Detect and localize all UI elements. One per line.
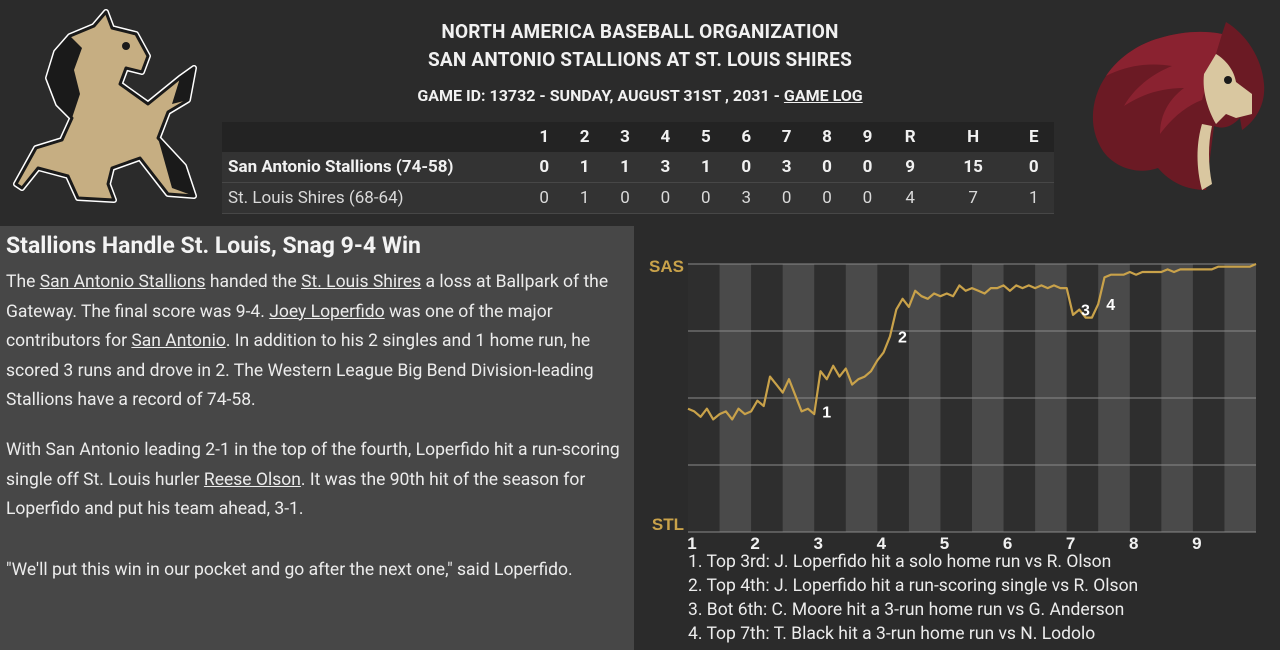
linescore-header-4: 4 [660,127,671,147]
inning-tick-label: 1 [687,534,696,553]
inning-tick-label: 7 [1066,534,1075,553]
linescore-team-name[interactable]: San Antonio Stallions (74-58) [228,157,454,177]
linescore-header-row: 1 2 3 4 5 6 7 8 9 R H E [222,122,1054,152]
linescore-cell: 0 [822,157,832,177]
linescore-team-name[interactable]: St. Louis Shires (68-64) [228,188,404,208]
linescore-table: 1 2 3 4 5 6 7 8 9 R H E San Antonio Stal… [222,122,1054,214]
story-headline: Stallions Handle St. Louis, Snag 9-4 Win [6,232,421,259]
linescore-cell: 0 [862,188,873,208]
linescore-cell: 0 [660,188,671,208]
chart-note: 4. Top 7th: T. Black hit a 3-run home ru… [688,624,1096,644]
linescore-cell: 0 [539,157,550,177]
org-title: NORTH AMERICA BASEBALL ORGANIZATION [441,20,839,43]
linescore-header-7: 7 [781,127,792,147]
linescore-cell: 1 [579,157,590,177]
story-paragraph-3: "We'll put this win in our pocket and go… [6,560,573,580]
story-text: . In addition to his 2 singles and 1 hom… [6,331,594,411]
linescore-cell: 0 [822,188,832,208]
inning-tick-label: 9 [1192,534,1201,553]
linescore-cell: 1 [620,157,630,177]
linescore-header-2: 2 [579,127,590,147]
game-info-text: GAME ID: 13732 - SUNDAY, AUGUST 31ST , 2… [417,86,784,105]
linescore-row-home: St. Louis Shires (68-64) 0 1 0 0 0 3 0 0… [222,182,1054,214]
event-marker-label: 1 [822,404,831,421]
game-log-link[interactable]: GAME LOG [783,86,863,105]
game-info: GAME ID: 13732 - SUNDAY, AUGUST 31ST , 2… [0,86,1280,105]
chart-notes: 1. Top 3rd: J. Loperfido hit a solo home… [688,550,1138,646]
linescore-header-5: 5 [700,127,711,147]
story-text: handed the [205,272,302,292]
inning-tick-label: 4 [877,534,887,553]
story-text: was one of the major contributors for [6,301,553,352]
linescore-header-9: 9 [862,127,873,147]
y-bottom-label: STL [652,515,684,534]
player-link-joey-loperfido[interactable]: Joey Loperfido [269,301,385,322]
linescore-cell: 3 [660,157,671,177]
event-marker-label: 3 [1081,303,1090,320]
linescore-cell: 3 [781,157,792,177]
inning-tick-label: 6 [1003,534,1012,553]
team-link-san-antonio[interactable]: San Antonio [131,331,226,352]
story-text: . It was the 90th hit of the season for … [6,469,586,520]
story-text: The [6,272,40,292]
linescore-cell: 0 [781,188,792,208]
player-link-reese-olson[interactable]: Reese Olson [203,469,301,490]
linescore-row-away: San Antonio Stallions (74-58) 0 1 1 3 1 … [222,152,1054,183]
header [0,0,1280,222]
linescore-cell-runs: 9 [905,157,916,177]
linescore-header-errors: E [1028,127,1039,147]
event-marker-label: 2 [898,329,907,346]
inning-tick-label: 8 [1129,534,1138,553]
linescore-cell: 1 [579,188,590,208]
event-marker-label: 4 [1106,297,1115,314]
chart-note: 1. Top 3rd: J. Loperfido hit a solo home… [688,552,1112,572]
linescore-cell: 1 [700,157,711,177]
linescore-cell: 3 [741,188,752,208]
linescore-header-runs: R [904,127,916,147]
story-text: With San Antonio leading 2-1 in the top … [6,440,620,490]
team-link-st-louis-shires[interactable]: St. Louis Shires [301,272,422,292]
shires-horse-logo [1092,22,1265,190]
linescore-cell-errors: 0 [1028,157,1039,177]
linescore-cell-hits: 7 [968,188,978,208]
stallions-horse-logo [13,9,197,203]
story-paragraph-1: The San Antonio Stallions handed the St.… [6,268,626,416]
inning-tick-label: 2 [750,534,759,553]
matchup-title: SAN ANTONIO STALLIONS AT ST. LOUIS SHIRE… [428,48,852,71]
win-probability-line [687,262,1257,421]
linescore-header-team [222,122,524,152]
linescore-header-3: 3 [620,127,630,147]
linescore-cell: 0 [620,188,630,208]
linescore-header-hits: H [967,127,980,147]
linescore-cell: 0 [862,157,873,177]
inning-tick-label: 5 [940,534,949,553]
linescore-cell: 0 [539,188,549,208]
linescore-cell-errors: 1 [1028,188,1039,208]
story-paragraph-2: With San Antonio leading 2-1 in the top … [6,436,626,525]
inning-tick-label: 3 [813,534,822,553]
chart-note: 3. Bot 6th: C. Moore hit a 3-run home ru… [688,600,1125,620]
linescore-cell-runs: 4 [905,188,915,208]
linescore-cell: 0 [701,188,711,208]
game-story-panel: Stallions Handle St. Louis, Snag 9-4 Win… [0,226,634,650]
linescore-cell-hits: 15 [963,157,983,177]
y-top-label: SAS [649,257,684,276]
team-link-san-antonio-stallions[interactable]: San Antonio Stallions [39,272,206,292]
linescore-cell: 0 [741,157,752,177]
chart-note: 2. Top 4th: J. Loperfido hit a run-scori… [688,576,1139,596]
story-text: a loss at Ballpark of the Gateway. The f… [6,272,609,322]
linescore-header-8: 8 [822,127,832,147]
linescore-header-6: 6 [741,127,752,147]
linescore-header-1: 1 [539,127,550,147]
